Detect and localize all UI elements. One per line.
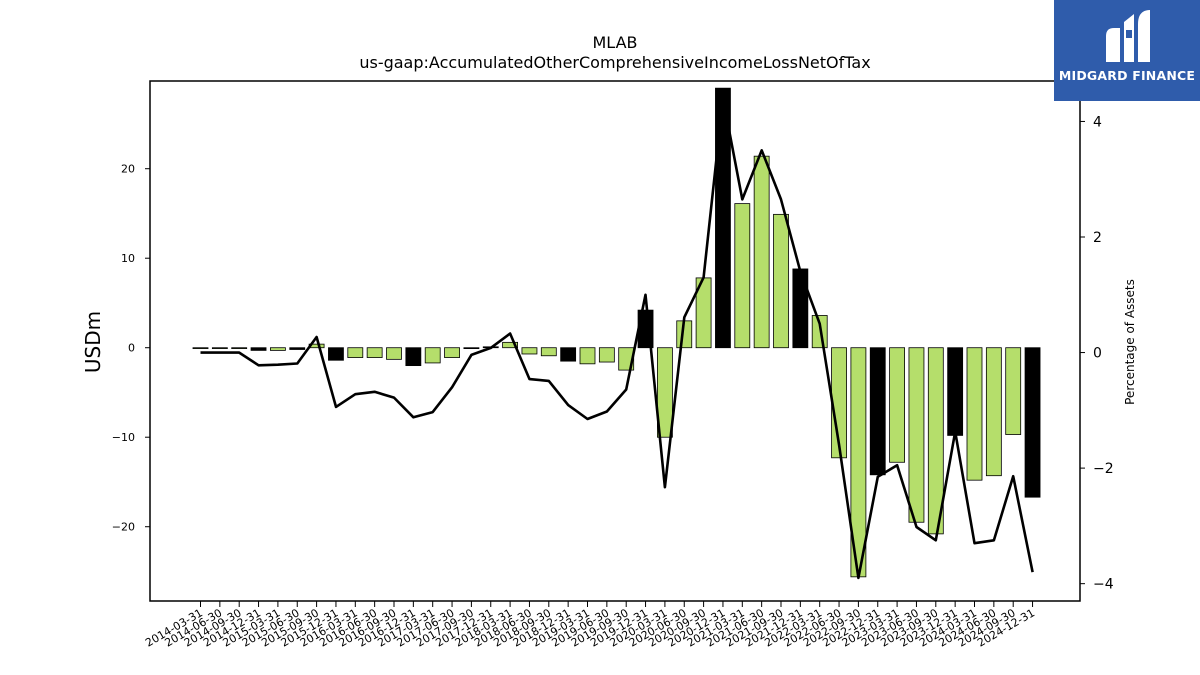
bar bbox=[347, 347, 364, 358]
bar bbox=[521, 347, 538, 355]
y2-axis-label: Percentage of Assets bbox=[1123, 279, 1137, 405]
bar bbox=[734, 203, 751, 349]
bar bbox=[289, 347, 306, 350]
bar bbox=[657, 347, 673, 438]
midgard-finance-logo: MIDGARD FINANCE bbox=[1054, 0, 1200, 101]
bar bbox=[502, 341, 519, 349]
bar bbox=[231, 347, 248, 350]
logo-mark-icon bbox=[1106, 10, 1150, 62]
bar bbox=[889, 347, 905, 463]
bar bbox=[540, 347, 557, 357]
y-tick-label: 0 bbox=[128, 342, 135, 355]
bar bbox=[250, 347, 267, 351]
y2-tick-label: −4 bbox=[1093, 577, 1114, 593]
bar bbox=[424, 347, 441, 364]
bar bbox=[328, 347, 344, 361]
chart-subtitle: us-gaap:AccumulatedOtherComprehensiveInc… bbox=[359, 53, 870, 72]
series-line bbox=[200, 97, 1034, 580]
line-layer bbox=[200, 97, 1034, 580]
bar bbox=[947, 347, 964, 436]
bar bbox=[985, 347, 1002, 477]
y-tick-label: 10 bbox=[121, 252, 135, 265]
y2-tick-label: 4 bbox=[1093, 114, 1102, 130]
bar bbox=[269, 347, 286, 351]
bar bbox=[1024, 347, 1041, 498]
bar bbox=[211, 347, 228, 350]
y2-tick-label: 2 bbox=[1093, 230, 1102, 246]
bar bbox=[444, 347, 460, 358]
y-axis-label: USDm bbox=[81, 311, 105, 373]
bar bbox=[405, 347, 422, 367]
y-tick-label: 20 bbox=[121, 163, 135, 176]
bar bbox=[753, 155, 770, 349]
right-axis: −4 −2 0 2 4 bbox=[1080, 114, 1114, 593]
bar bbox=[598, 347, 615, 363]
bar bbox=[908, 347, 925, 523]
bar bbox=[366, 347, 383, 358]
y2-tick-label: −2 bbox=[1093, 461, 1114, 477]
x-axis: 2014-03-312014-06-302014-09-302014-12-31… bbox=[143, 601, 1037, 650]
bar bbox=[773, 213, 789, 349]
bar bbox=[869, 347, 886, 476]
bar bbox=[792, 268, 809, 349]
y-tick-label: −20 bbox=[112, 521, 135, 534]
left-axis: −20 −10 0 10 20 bbox=[112, 163, 150, 534]
bar bbox=[560, 347, 577, 362]
bar bbox=[192, 347, 209, 350]
chart-title: MLAB bbox=[592, 33, 637, 52]
bar bbox=[579, 347, 596, 365]
bar bbox=[715, 87, 731, 349]
bar bbox=[386, 347, 402, 360]
bar bbox=[966, 347, 983, 481]
y-tick-label: −10 bbox=[112, 431, 135, 444]
logo-text: MIDGARD FINANCE bbox=[1058, 68, 1196, 83]
bar bbox=[463, 347, 480, 350]
bars-layer bbox=[192, 87, 1041, 578]
plot-frame bbox=[149, 80, 1081, 602]
bar bbox=[1005, 347, 1022, 435]
y2-tick-label: 0 bbox=[1093, 346, 1102, 362]
